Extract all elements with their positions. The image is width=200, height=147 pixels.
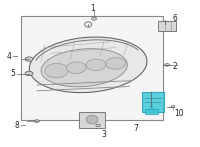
Text: 6: 6 — [173, 14, 177, 23]
Ellipse shape — [96, 124, 100, 127]
Text: 8: 8 — [15, 121, 20, 130]
FancyBboxPatch shape — [158, 21, 176, 31]
Ellipse shape — [86, 59, 106, 71]
Ellipse shape — [66, 62, 86, 74]
Ellipse shape — [34, 120, 39, 122]
Text: 4: 4 — [7, 52, 12, 61]
Ellipse shape — [45, 63, 68, 78]
Text: 10: 10 — [174, 109, 184, 118]
Ellipse shape — [171, 106, 175, 108]
Text: 9: 9 — [149, 105, 154, 114]
Ellipse shape — [29, 37, 147, 93]
Ellipse shape — [165, 64, 170, 66]
FancyBboxPatch shape — [142, 92, 164, 112]
Ellipse shape — [25, 57, 33, 61]
Ellipse shape — [92, 17, 97, 20]
Text: 5: 5 — [11, 69, 16, 78]
Text: 7: 7 — [133, 124, 138, 133]
Text: 2: 2 — [173, 62, 177, 71]
Text: 3: 3 — [102, 130, 106, 139]
FancyBboxPatch shape — [79, 112, 105, 128]
Text: 1: 1 — [90, 4, 94, 13]
FancyBboxPatch shape — [21, 16, 163, 120]
Ellipse shape — [41, 49, 127, 87]
Ellipse shape — [106, 58, 126, 69]
Circle shape — [86, 115, 98, 124]
Ellipse shape — [25, 71, 33, 76]
FancyBboxPatch shape — [145, 109, 158, 114]
